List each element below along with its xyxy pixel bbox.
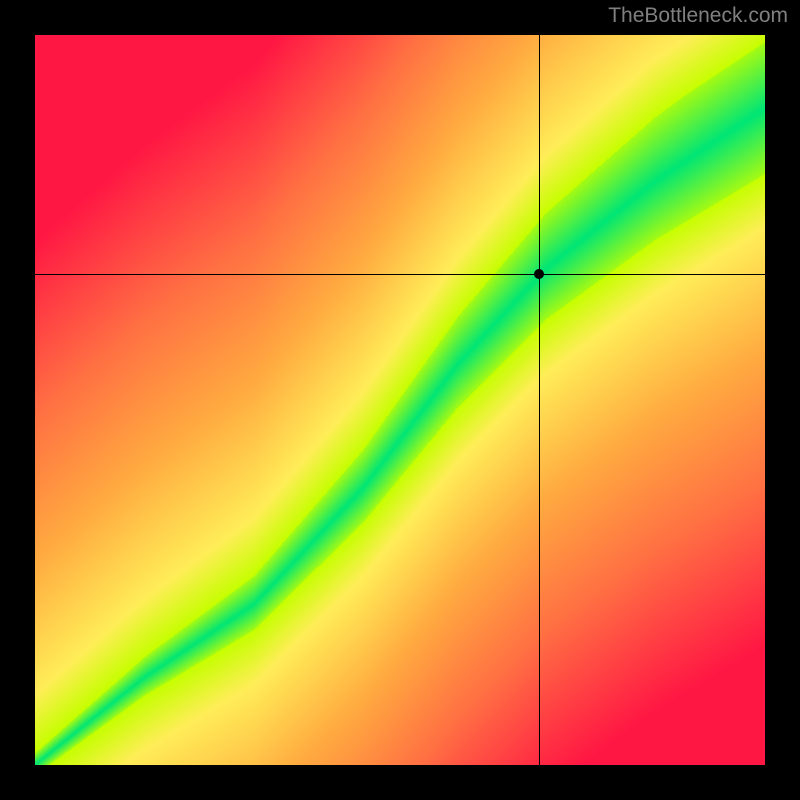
bottleneck-heatmap [35, 35, 765, 765]
marker-point [534, 269, 544, 279]
crosshair-horizontal [35, 274, 765, 275]
attribution-text: TheBottleneck.com [608, 4, 788, 28]
heatmap-plot-area [35, 35, 765, 765]
crosshair-vertical [539, 35, 540, 765]
